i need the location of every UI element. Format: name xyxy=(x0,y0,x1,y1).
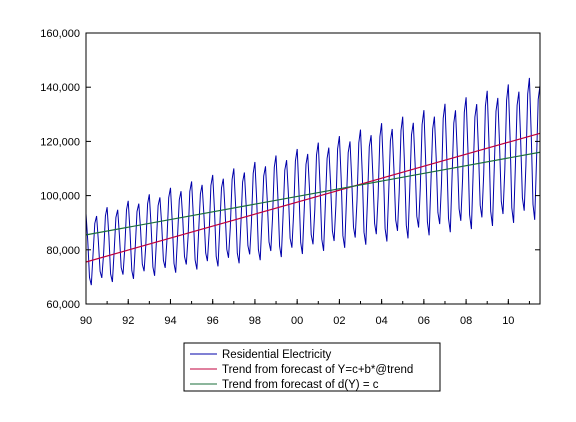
axis-layer: 60,000 80,000 100,000 120,000 140,000 160,000… xyxy=(40,28,540,327)
series-layer xyxy=(85,77,541,286)
legend-label-trend-diff: Trend from forecast of d(Y) = c xyxy=(222,379,379,391)
x-tick-label: 90 xyxy=(80,315,92,327)
legend: Residential Electricity Trend from forec… xyxy=(183,342,441,392)
x-tick-label: 00 xyxy=(291,315,303,327)
y-tick-label: 160,000 xyxy=(40,28,80,40)
y-tick-label: 140,000 xyxy=(40,82,80,94)
x-tick-label: 06 xyxy=(418,315,430,327)
legend-label-trend-linear: Trend from forecast of Y=c+b*@trend xyxy=(222,364,413,376)
x-tick-label: 08 xyxy=(460,315,472,327)
legend-label-residential: Residential Electricity xyxy=(222,349,332,361)
x-tick-label: 98 xyxy=(249,315,261,327)
y-tick-label: 60,000 xyxy=(46,299,80,311)
x-tick-label: 10 xyxy=(502,315,514,327)
x-tick-label: 94 xyxy=(164,315,176,327)
x-tick-label: 02 xyxy=(333,315,345,327)
legend-box xyxy=(183,342,441,392)
x-tick-label: 96 xyxy=(207,315,219,327)
y-tick-label: 80,000 xyxy=(46,245,80,257)
series-trend-diff xyxy=(85,151,541,236)
series-trend-linear xyxy=(85,132,541,263)
x-tick-label: 04 xyxy=(376,315,388,327)
x-tick-label: 92 xyxy=(122,315,134,327)
y-tick-label: 120,000 xyxy=(40,136,80,148)
plot-frame xyxy=(85,32,541,305)
series-residential-electricity xyxy=(85,77,541,286)
y-tick-label: 100,000 xyxy=(40,191,80,203)
